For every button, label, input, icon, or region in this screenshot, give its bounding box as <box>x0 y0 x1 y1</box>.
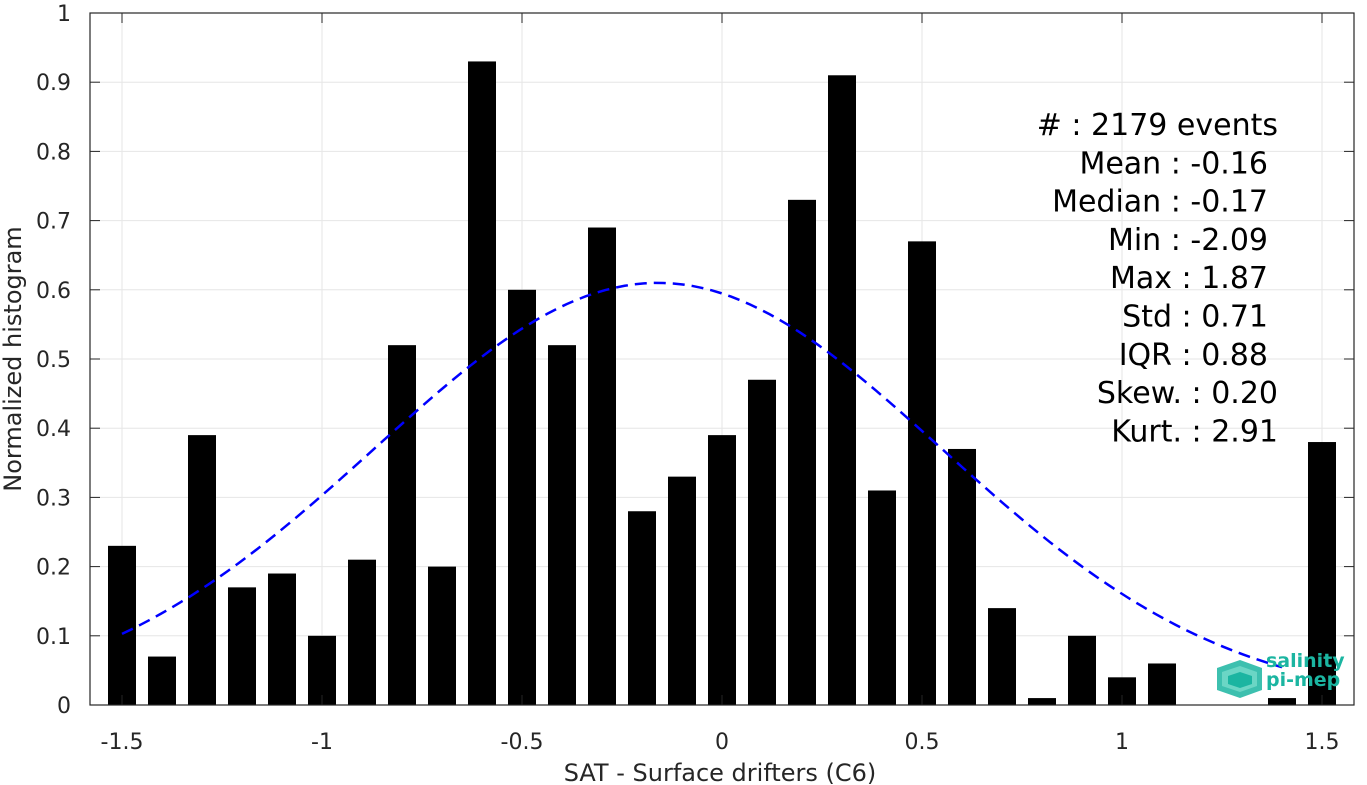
stat-line: Median : -0.17 <box>1052 185 1268 220</box>
stat-line: IQR : 0.88 <box>1119 338 1268 373</box>
y-tick-label: 0.1 <box>36 625 71 650</box>
y-axis-label: Normalized histogram <box>0 226 27 491</box>
normal-fit-curve <box>121 281 1283 669</box>
stat-line: Skew. : 0.20 <box>1097 376 1278 411</box>
y-tick-label: 0.2 <box>36 556 71 581</box>
histogram-bar <box>828 75 856 705</box>
stat-line: Max : 1.87 <box>1110 261 1268 296</box>
histogram-bar <box>588 227 616 705</box>
stat-line: Mean : -0.16 <box>1079 146 1268 181</box>
stat-line: Kurt. : 2.91 <box>1111 414 1278 449</box>
y-tick-label: 0.6 <box>36 279 71 304</box>
histogram-bar <box>228 587 256 705</box>
y-tick-label: 0.3 <box>36 486 71 511</box>
logo-mark <box>1217 660 1262 698</box>
x-tick-labels: -1.5 -1 -0.5 0 0.5 1 1.5 <box>101 730 1340 755</box>
stat-line: Std : 0.71 <box>1122 300 1268 335</box>
histogram-bar <box>148 656 176 705</box>
y-tick-labels: 0 0.1 0.2 0.3 0.4 0.5 0.6 0.7 0.8 0.9 1 <box>36 2 71 719</box>
histogram-bar <box>388 345 416 705</box>
x-tick-label: -0.5 <box>501 730 544 755</box>
histogram-bar <box>468 61 496 705</box>
logo-line-1: salinity <box>1266 650 1345 672</box>
salinity-pimep-logo: salinity pi-mep <box>1217 650 1345 698</box>
histogram-bar <box>348 559 376 705</box>
histogram-bar <box>188 435 216 705</box>
histogram-bar <box>708 435 736 705</box>
histogram-bar <box>748 379 776 705</box>
y-tick-label: 1 <box>57 2 71 27</box>
histogram-bar <box>788 199 816 705</box>
histogram-bar <box>668 476 696 705</box>
histogram-bar <box>108 545 136 705</box>
y-tick-label: 0.5 <box>36 348 71 373</box>
histogram-bar <box>908 241 936 706</box>
logo-line-2: pi-mep <box>1266 669 1340 691</box>
histogram-bar <box>868 490 896 705</box>
histogram-bar <box>1308 442 1336 705</box>
histogram-bar <box>1068 635 1096 705</box>
y-tick-label: 0 <box>57 694 71 719</box>
histogram-bar <box>1268 698 1296 705</box>
histogram-bar <box>548 345 576 705</box>
histogram-bar <box>308 635 336 705</box>
stat-line: Min : -2.09 <box>1108 223 1268 258</box>
histogram-bar <box>508 289 536 705</box>
x-tick-label: 0 <box>715 730 729 755</box>
histogram-bar <box>268 573 296 705</box>
x-tick-label: 1.5 <box>1305 730 1340 755</box>
histogram-bar <box>948 448 976 705</box>
x-tick-label: -1.5 <box>101 730 144 755</box>
y-tick-label: 0.7 <box>36 210 71 235</box>
y-tick-label: 0.9 <box>36 71 71 96</box>
bars <box>108 61 1336 706</box>
histogram-bar <box>1028 698 1056 705</box>
x-tick-label: 0.5 <box>905 730 940 755</box>
x-tick-label: 1 <box>1115 730 1129 755</box>
x-tick-label: -1 <box>311 730 333 755</box>
histogram-bar <box>428 566 456 705</box>
histogram-bar <box>628 511 656 705</box>
axis-ticks <box>90 12 1354 706</box>
y-tick-label: 0.4 <box>36 417 71 442</box>
stat-line: # : 2179 events <box>1037 108 1278 143</box>
histogram-bar <box>1148 663 1176 705</box>
y-tick-label: 0.8 <box>36 140 71 165</box>
x-axis-label: SAT - Surface drifters (C6) <box>564 759 877 785</box>
histogram-bar <box>988 608 1016 705</box>
